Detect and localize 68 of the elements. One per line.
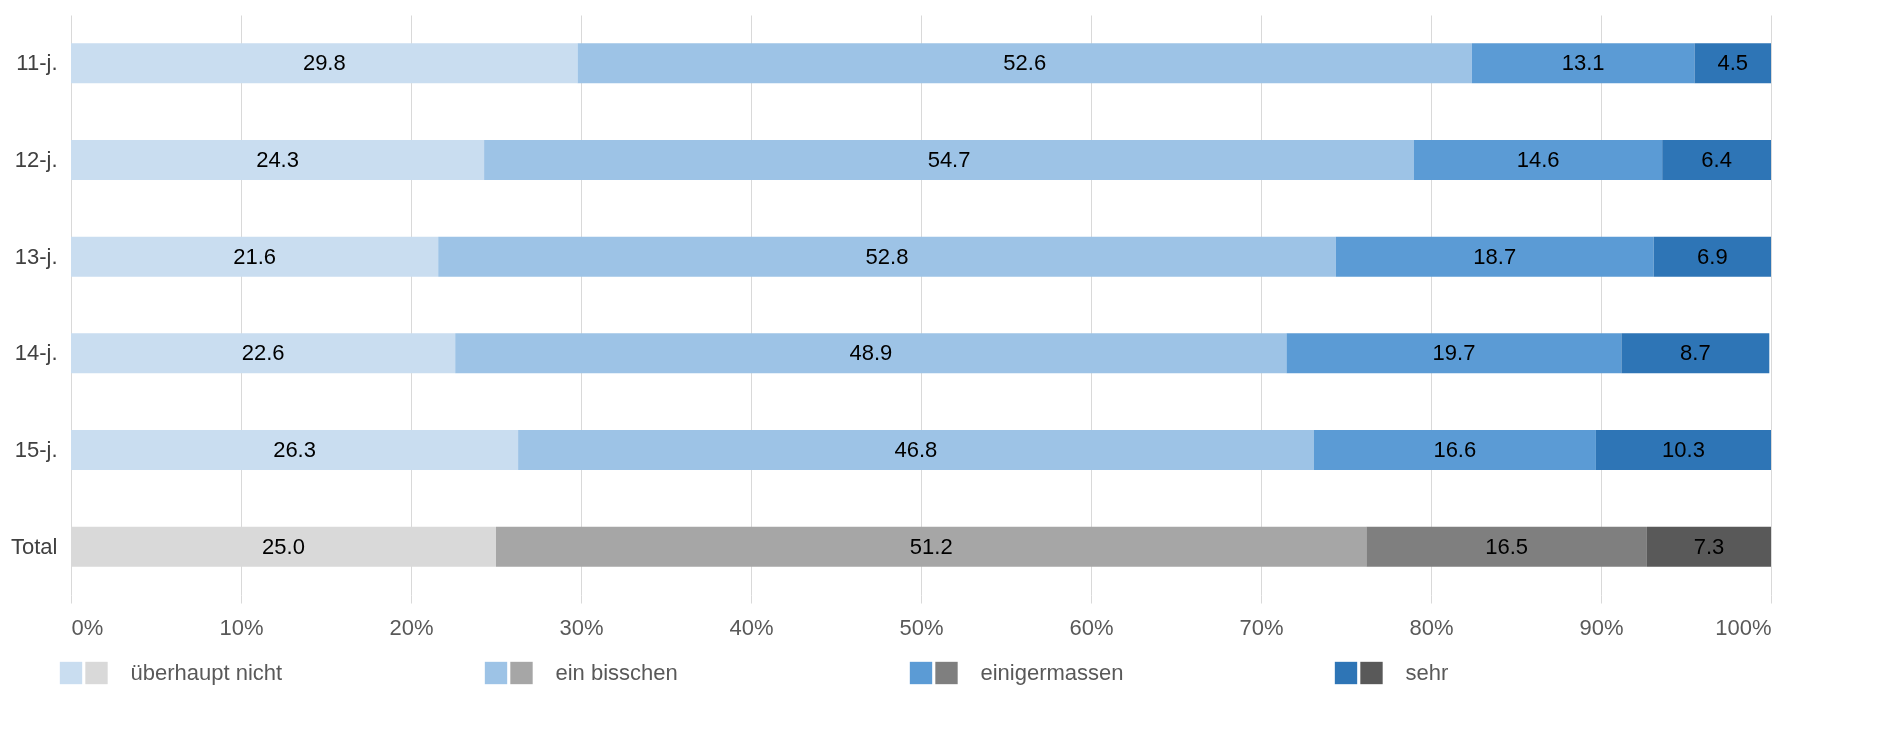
data-label: 6.4 — [1701, 147, 1732, 172]
data-label: 46.8 — [894, 437, 938, 462]
bar — [438, 236, 1336, 277]
bar — [484, 140, 1414, 180]
bar — [1621, 333, 1770, 374]
x-tick-label: 80% — [1409, 614, 1454, 640]
y-tick-label: Total — [11, 533, 58, 559]
bar — [1694, 43, 1771, 84]
bar — [455, 333, 1287, 374]
data-label: 8.7 — [1680, 340, 1711, 366]
x-tick-label: 30% — [559, 614, 604, 640]
bar — [577, 43, 1472, 84]
bar — [1366, 526, 1647, 567]
x-tick-label: 50% — [899, 614, 944, 640]
legend-label: überhaupt nicht — [130, 660, 283, 685]
data-label: 14.6 — [1516, 147, 1560, 172]
data-label: 24.3 — [256, 147, 299, 172]
x-tick-label: 20% — [389, 614, 434, 640]
bar — [518, 430, 1314, 470]
bar — [1471, 43, 1695, 84]
data-label: 6.9 — [1697, 243, 1728, 269]
y-tick-label: 13-j. — [14, 243, 58, 269]
data-label: 19.7 — [1432, 340, 1476, 366]
x-tick-label: 100% — [1715, 614, 1772, 640]
data-label: 7.3 — [1693, 533, 1725, 559]
bar — [1646, 526, 1771, 567]
bar — [1662, 140, 1771, 180]
x-tick-label: 40% — [729, 614, 774, 640]
x-tick-label: 0% — [71, 614, 104, 640]
data-label: 18.7 — [1473, 243, 1517, 269]
y-tick-label: 11-j. — [16, 50, 58, 76]
bar — [71, 43, 578, 84]
legend-label: einigermassen — [980, 660, 1124, 685]
bar — [71, 236, 439, 277]
bar — [71, 140, 485, 180]
legend-label: ein bisschen — [555, 660, 678, 685]
legend-label: sehr — [1405, 660, 1449, 685]
x-tick-label: 90% — [1579, 614, 1624, 640]
data-label: 4.5 — [1717, 50, 1749, 76]
data-label: 21.6 — [233, 243, 277, 269]
data-label: 16.6 — [1433, 437, 1477, 462]
bar — [71, 430, 519, 470]
data-label: 54.7 — [927, 147, 971, 172]
x-tick-label: 70% — [1239, 614, 1284, 640]
data-label: 22.6 — [241, 340, 285, 366]
bar — [1335, 236, 1654, 277]
y-tick-label: 12-j. — [14, 147, 58, 172]
bar — [496, 526, 1367, 567]
data-label: 13.1 — [1561, 50, 1605, 76]
x-tick-label: 60% — [1069, 614, 1114, 640]
data-label: 10.3 — [1662, 437, 1705, 462]
y-tick-label: 15-j. — [14, 437, 58, 462]
data-label: 26.3 — [273, 437, 316, 462]
bar — [71, 333, 456, 374]
bar — [1414, 140, 1663, 180]
bar — [1313, 430, 1596, 470]
data-label: 16.5 — [1485, 533, 1529, 559]
data-label: 25.0 — [262, 533, 305, 559]
bar — [1653, 236, 1771, 277]
data-label: 48.9 — [849, 340, 893, 366]
x-tick-label: 10% — [219, 614, 264, 640]
y-tick-label: 14-j. — [14, 340, 58, 366]
bar — [1286, 333, 1622, 374]
bar — [1595, 430, 1771, 470]
data-label: 29.8 — [302, 50, 346, 76]
data-label: 52.8 — [865, 243, 909, 269]
data-label: 52.6 — [1003, 50, 1047, 76]
data-label: 51.2 — [909, 533, 953, 559]
